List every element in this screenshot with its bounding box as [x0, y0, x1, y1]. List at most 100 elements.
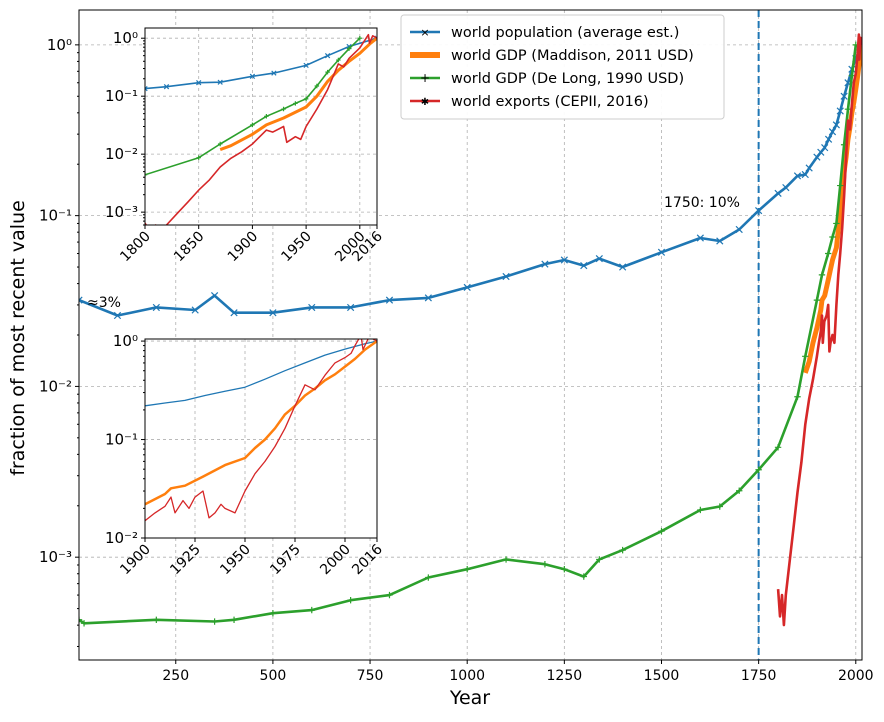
main-series-point [829, 233, 836, 241]
inset-top-series-point [303, 96, 309, 102]
inset-top-y-tick-label: 10⁻³ [105, 203, 138, 221]
main-series-point [736, 487, 743, 494]
main-annotation-1750: 1750: 10% [664, 195, 740, 211]
main-x-tick-label: 2000 [838, 668, 874, 684]
main-series-point [818, 271, 826, 279]
svg-text:world population (average est.: world population (average est.) [451, 25, 679, 41]
main-series-point [844, 105, 852, 113]
main-series-point [308, 606, 315, 614]
main-series-point [211, 618, 218, 625]
main-series-point [696, 234, 704, 242]
x-axis-label: Year [449, 687, 490, 709]
legend-marker-x-icon: × [420, 26, 429, 39]
main-series-point [502, 556, 510, 563]
main-series-point [386, 591, 393, 599]
inset-top-series-line-1 [219, 37, 377, 152]
inset-top-series-point [271, 70, 277, 76]
main-series-point [824, 250, 832, 257]
inset-top-series-point [293, 101, 298, 106]
main-x-tick-label: 250 [162, 668, 189, 684]
main-series-point [774, 189, 782, 198]
main-series-point [79, 616, 83, 623]
main-y-tick-label: 10⁻¹ [39, 207, 72, 225]
inset-top-series-point [163, 83, 170, 90]
main-series-point [755, 466, 762, 473]
main-series-point [697, 506, 704, 514]
inset-top-series-point [145, 172, 148, 178]
main-series-point [833, 220, 840, 227]
main-series-point [269, 609, 277, 617]
main-series-point [580, 261, 588, 270]
svg-text:world GDP (Maddison, 2011 USD): world GDP (Maddison, 2011 USD) [451, 48, 694, 64]
inset-top-series-point [281, 106, 286, 112]
main-series-point [595, 255, 603, 263]
main-series-point [813, 296, 821, 304]
main-series-line-1 [802, 44, 862, 374]
inset-top-series-line-0 [145, 37, 377, 90]
main-series-point [385, 296, 394, 304]
main-series-point [79, 296, 83, 304]
legend-entry-gdp-maddison: world GDP (Maddison, 2011 USD) [410, 48, 694, 64]
legend-entry-exports: ✱ world exports (CEPII, 2016) [410, 94, 649, 110]
main-series-point [541, 260, 549, 268]
main-series-point [824, 135, 833, 143]
main-series-point [561, 566, 568, 573]
legend-entry-gdp-delong: + world GDP (De Long, 1990 USD) [410, 71, 684, 87]
main-series-point [840, 92, 848, 100]
main-series-point [735, 225, 743, 234]
inset-top-series-point [346, 46, 352, 51]
inset-top-series-point [217, 141, 223, 147]
legend: × world population (average est.) world … [400, 14, 725, 120]
inset-top-series-point [314, 83, 320, 89]
main-series-point [80, 620, 88, 627]
main-series-point [716, 237, 724, 245]
main-series-point [619, 263, 627, 271]
main-series-point [596, 556, 603, 563]
main-series-point [821, 144, 829, 152]
main-series-point [580, 573, 587, 580]
inset-top-series-line-3 [145, 33, 377, 225]
main-annotation-3pct: ≈3% [87, 295, 121, 311]
inset-top-y-tick-label: 10⁻¹ [105, 87, 138, 105]
main-series-point [832, 121, 840, 129]
main-series-point [828, 128, 837, 136]
main-series-point [836, 107, 844, 115]
inset-top-series-point [357, 35, 363, 41]
main-series-point [541, 560, 549, 568]
main-series-point [425, 574, 432, 581]
inset-top-y-tick-label: 10⁰ [113, 29, 138, 47]
main-series-point [230, 309, 238, 317]
main-y-tick-label: 10⁰ [47, 36, 72, 54]
legend-entry-population: × world population (average est.) [410, 25, 679, 41]
inset-top-series-point [324, 52, 331, 59]
main-x-tick-label: 1500 [644, 668, 680, 684]
inset-top-series-point [303, 62, 309, 69]
svg-text:world exports (CEPII, 2016): world exports (CEPII, 2016) [451, 94, 649, 110]
main-series-point [801, 170, 809, 179]
main-series-point [794, 393, 801, 400]
main-x-tick-label: 1750 [741, 668, 777, 684]
main-series-point [619, 546, 626, 554]
main-series-point [793, 172, 802, 180]
main-series-point [560, 256, 568, 264]
inset-top-series-point [249, 73, 256, 79]
inset-top-series-point [264, 114, 269, 119]
inset-top-series-point [325, 69, 330, 75]
main-x-tick-label: 1000 [449, 668, 485, 684]
main-series-point [269, 309, 277, 317]
main-series-point [113, 311, 122, 320]
inset-bottom-y-tick-label: 10⁰ [113, 332, 138, 350]
inset-bottom-y-tick-label: 10⁻¹ [105, 431, 138, 449]
main-series-point [153, 616, 160, 623]
main-series-point [782, 183, 790, 192]
main-series-line-3 [776, 33, 862, 627]
inset-top-series-point [336, 57, 341, 63]
main-series-point [837, 182, 844, 189]
inset-top-y-tick-label: 10⁻² [105, 145, 138, 163]
main-series-point [308, 303, 316, 312]
inset-bottom-y-tick-label: 10⁻² [105, 529, 138, 547]
main-series-point [230, 616, 238, 623]
main-y-tick-label: 10⁻² [39, 377, 72, 395]
main-series-point [502, 272, 510, 281]
